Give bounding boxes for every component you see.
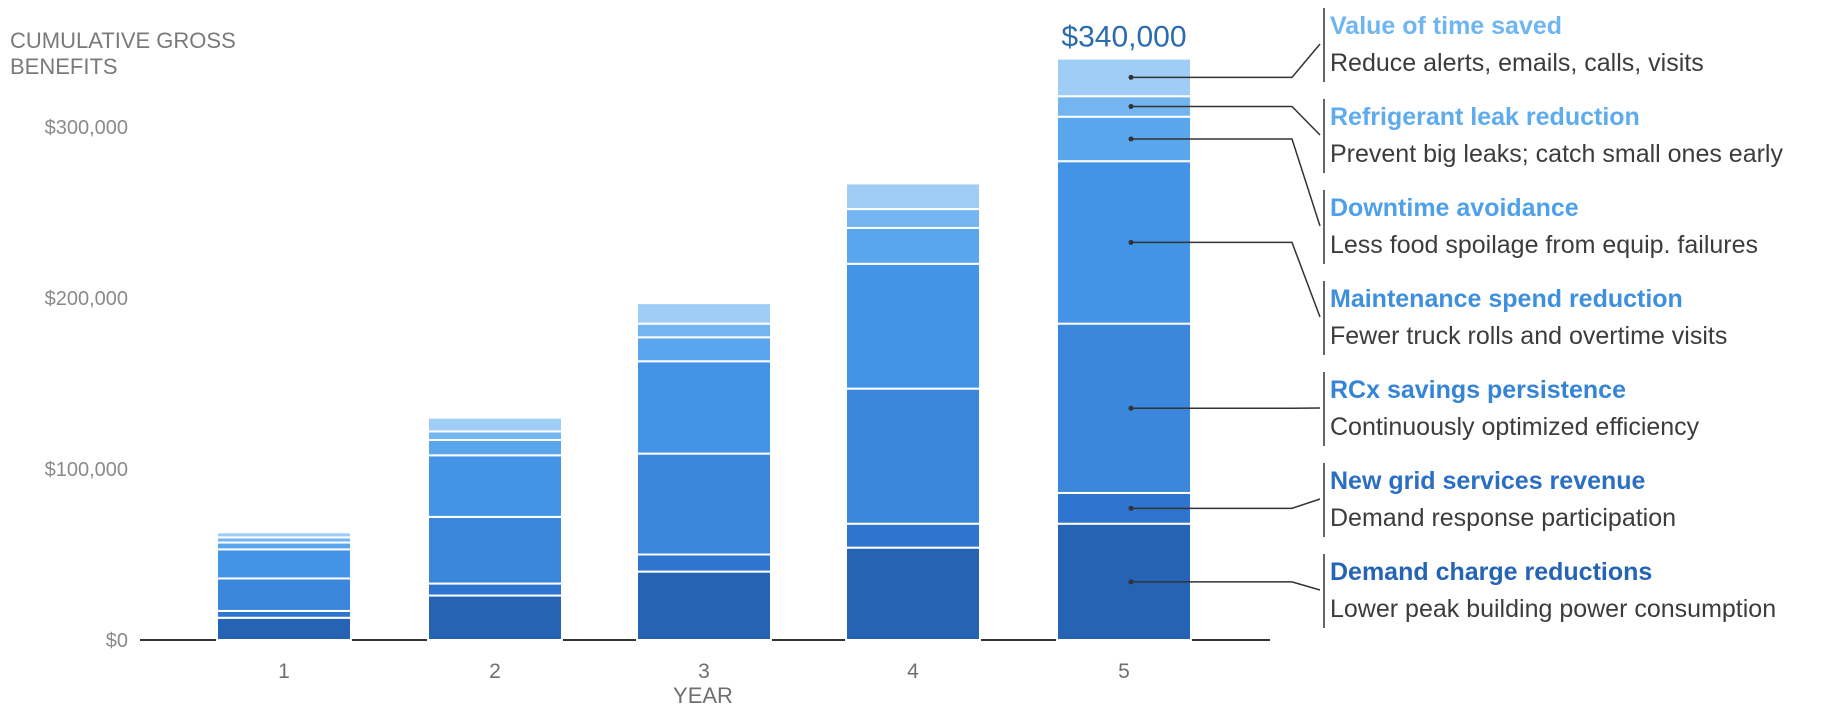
legend-series-name: Downtime avoidance bbox=[1330, 194, 1579, 222]
bar-segment bbox=[846, 264, 980, 389]
bar-segment bbox=[428, 431, 562, 440]
legend-series-description: Continuously optimized efficiency bbox=[1330, 413, 1700, 441]
bar-segment bbox=[428, 440, 562, 455]
legend: Value of time saved Reduce alerts, emails… bbox=[1129, 8, 1784, 628]
bar-segment bbox=[846, 389, 980, 524]
bar-segment bbox=[217, 618, 351, 640]
bar-segment bbox=[637, 555, 771, 572]
x-tick-label: 2 bbox=[489, 660, 501, 683]
y-tick-label: $200,000 bbox=[45, 288, 128, 310]
legend-series-description: Demand response participation bbox=[1330, 504, 1676, 532]
legend-series-description: Prevent big leaks; catch small ones earl… bbox=[1330, 140, 1783, 168]
legend-series-name: Demand charge reductions bbox=[1330, 558, 1652, 586]
legend-series-name: Value of time saved bbox=[1330, 12, 1562, 40]
y-tick-label: $100,000 bbox=[45, 459, 128, 481]
bar-segment bbox=[428, 455, 562, 517]
bar-segment bbox=[217, 532, 351, 537]
y-tick-label: $300,000 bbox=[45, 117, 128, 139]
legend-series-name: Maintenance spend reduction bbox=[1330, 285, 1683, 313]
bar-segment bbox=[217, 578, 351, 610]
legend-series-name: New grid services revenue bbox=[1330, 467, 1646, 495]
legend-series-description: Reduce alerts, emails, calls, visits bbox=[1330, 49, 1704, 77]
bar-segment bbox=[637, 572, 771, 640]
x-tick-label: 4 bbox=[907, 660, 919, 683]
bar-segment bbox=[637, 324, 771, 338]
bar-segment bbox=[428, 584, 562, 596]
y-axis-label: CUMULATIVE GROSS BENEFITS bbox=[10, 28, 236, 79]
x-axis-label: YEAR bbox=[673, 683, 733, 707]
legend-series-name: Refrigerant leak reduction bbox=[1330, 103, 1640, 131]
bar-segment bbox=[217, 543, 351, 550]
legend-series-description: Less food spoilage from equip. failures bbox=[1330, 231, 1758, 259]
bar-segment bbox=[217, 549, 351, 578]
bar-segment bbox=[846, 228, 980, 264]
legend-series-description: Fewer truck rolls and overtime visits bbox=[1330, 322, 1727, 350]
bar-segment bbox=[637, 454, 771, 555]
bar-segment bbox=[428, 517, 562, 584]
legend-series-description: Lower peak building power consumption bbox=[1330, 595, 1776, 623]
bar-segment bbox=[846, 548, 980, 640]
bar-segment bbox=[428, 596, 562, 640]
bar-segment bbox=[637, 337, 771, 361]
bar-segment bbox=[637, 361, 771, 453]
x-tick-label: 5 bbox=[1118, 660, 1130, 683]
bar-segment bbox=[637, 303, 771, 324]
bar-segment bbox=[846, 183, 980, 209]
x-tick-label: 1 bbox=[278, 660, 290, 683]
bar-segment bbox=[428, 418, 562, 432]
legend-series-name: RCx savings persistence bbox=[1330, 376, 1626, 404]
total-value-label: $340,000 bbox=[1061, 21, 1186, 54]
y-tick-label: $0 bbox=[106, 630, 128, 652]
x-tick-label: 3 bbox=[698, 660, 710, 683]
bars: $340,000 bbox=[217, 21, 1191, 640]
bar-segment bbox=[846, 524, 980, 548]
bar-segment bbox=[217, 611, 351, 618]
bar-segment bbox=[846, 209, 980, 228]
